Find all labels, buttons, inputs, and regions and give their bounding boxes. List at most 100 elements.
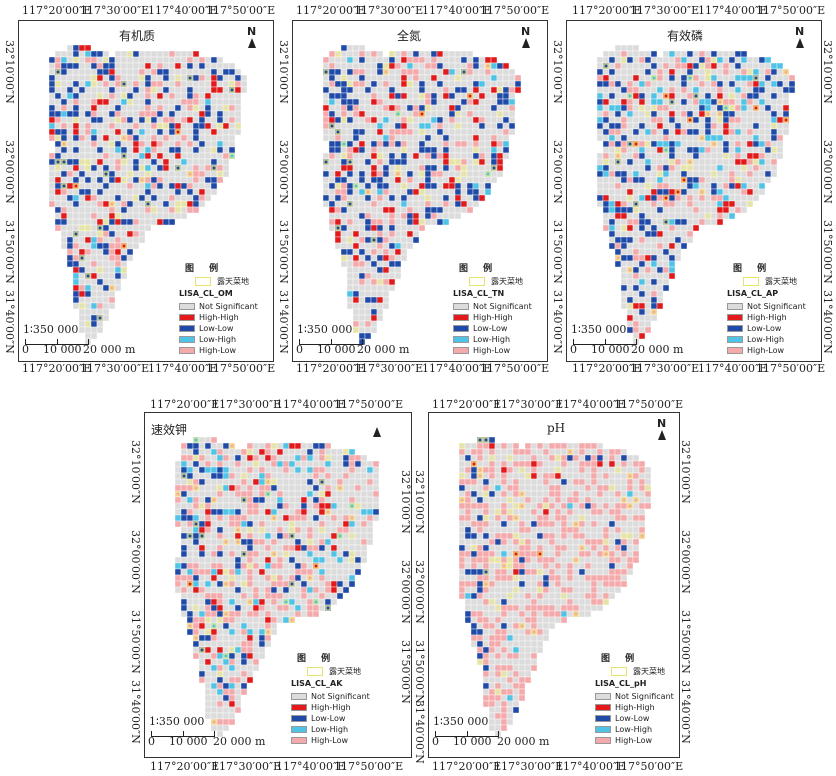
grid-cell (394, 194, 402, 202)
grid-cell (322, 128, 330, 136)
vegetable-land-patch (55, 69, 61, 75)
grid-cell (626, 80, 634, 88)
grid-cell (222, 712, 230, 720)
grid-cell (602, 508, 610, 516)
grid-cell (60, 134, 68, 142)
grid-cell (192, 652, 200, 660)
grid-cell (346, 254, 354, 262)
grid-cell (662, 254, 670, 262)
grid-cell (96, 194, 104, 202)
grid-cell (692, 98, 700, 106)
grid-cell (324, 532, 332, 540)
grid-cell (614, 56, 622, 64)
grid-cell (746, 56, 754, 64)
grid-cell (222, 140, 230, 148)
grid-cell (602, 122, 610, 130)
grid-cell (216, 532, 224, 540)
grid-cell (644, 242, 652, 250)
grid-cell (198, 170, 206, 178)
vegetable-land-patch (543, 503, 549, 509)
grid-cell (472, 116, 480, 124)
grid-cell (668, 146, 676, 154)
grid-cell (288, 448, 296, 456)
grid-cell (376, 296, 384, 304)
grid-cell (746, 170, 754, 178)
grid-cell (120, 86, 128, 94)
grid-cell (120, 182, 128, 190)
grid-cell (692, 146, 700, 154)
vegetable-land-patch (175, 75, 181, 81)
grid-cell (388, 86, 396, 94)
grid-cell (602, 182, 610, 190)
grid-cell (288, 490, 296, 498)
grid-cell (126, 176, 134, 184)
grid-cell (412, 206, 420, 214)
grid-cell (228, 712, 236, 720)
grid-cell (114, 200, 122, 208)
grid-cell (144, 128, 152, 136)
grid-cell (222, 508, 230, 516)
grid-cell (698, 74, 706, 82)
lon-tick: 117°20′00″E (22, 362, 92, 375)
grid-cell (662, 62, 670, 70)
grid-cell (406, 164, 414, 172)
grid-cell (722, 158, 730, 166)
grid-cell (360, 520, 368, 528)
grid-cell (192, 140, 200, 148)
grid-cell (680, 50, 688, 58)
grid-cell (454, 98, 462, 106)
grid-cell (464, 508, 472, 516)
grid-cell (542, 460, 550, 468)
lon-tick: 117°40′00″E (556, 398, 626, 411)
grid-cell (246, 514, 254, 522)
grid-cell (66, 236, 74, 244)
grid-cell (198, 176, 206, 184)
grid-cell (180, 86, 188, 94)
grid-cell (334, 164, 342, 172)
grid-cell (502, 74, 510, 82)
grid-cell (686, 62, 694, 70)
vegetable-land-patch (73, 117, 79, 123)
grid-cell (330, 568, 338, 576)
grid-cell (424, 164, 432, 172)
grid-cell (312, 580, 320, 588)
grid-cell (264, 634, 272, 642)
grid-cell (346, 74, 354, 82)
grid-cell (222, 116, 230, 124)
grid-cell (252, 616, 260, 624)
grid-cell (120, 56, 128, 64)
grid-cell (388, 68, 396, 76)
grid-cell (372, 502, 380, 510)
grid-cell (228, 502, 236, 510)
grid-cell (334, 62, 342, 70)
grid-cell (234, 604, 242, 612)
vegetable-land-patch (471, 461, 477, 467)
vegetable-land-patch (519, 467, 525, 473)
grid-cell (204, 472, 212, 480)
grid-cell (282, 574, 290, 582)
grid-cell (330, 538, 338, 546)
grid-cell (358, 194, 366, 202)
grid-cell (400, 92, 408, 100)
grid-cell (716, 170, 724, 178)
grid-cell (650, 176, 658, 184)
grid-cell (252, 622, 260, 630)
grid-cell (620, 460, 628, 468)
grid-cell (186, 610, 194, 618)
grid-cell (436, 146, 444, 154)
grid-cell (216, 598, 224, 606)
grid-cell (430, 188, 438, 196)
grid-cell (354, 472, 362, 480)
grid-cell (180, 550, 188, 558)
grid-cell (186, 128, 194, 136)
grid-cell (72, 74, 80, 82)
vegetable-land-patch (187, 171, 193, 177)
grid-cell (364, 284, 372, 292)
grid-cell (90, 170, 98, 178)
grid-cell (126, 254, 134, 262)
grid-cell (770, 170, 778, 178)
grid-cell (102, 80, 110, 88)
grid-cell (102, 212, 110, 220)
grid-cell (234, 676, 242, 684)
grid-cell (530, 454, 538, 462)
